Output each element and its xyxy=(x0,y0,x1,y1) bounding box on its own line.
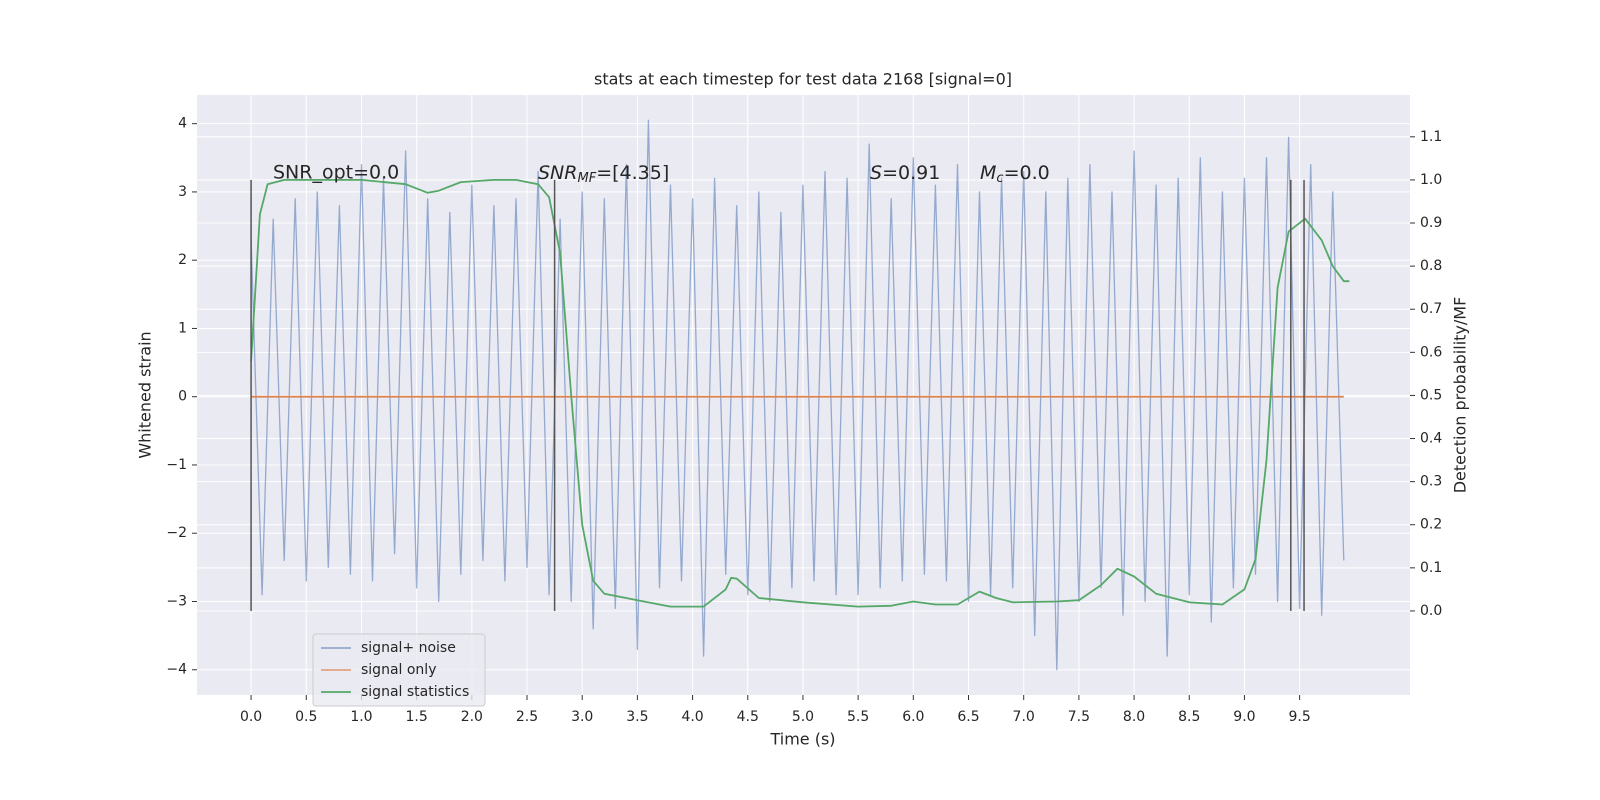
y2-tick-label: 0.2 xyxy=(1420,517,1442,533)
x-tick-label: 0.5 xyxy=(295,709,317,725)
y2-tick-label: 0.4 xyxy=(1420,431,1442,447)
y-tick-label: −3 xyxy=(166,593,187,609)
y2-tick-label: 0.6 xyxy=(1420,344,1442,360)
annotation: SNR_opt=0.0 xyxy=(273,162,399,184)
annotation: Mc=0.0 xyxy=(980,162,1050,186)
annotation-symbol: S xyxy=(870,162,882,184)
y2-tick-label: 0.8 xyxy=(1420,258,1442,274)
y2-tick-label: 0.5 xyxy=(1420,387,1442,403)
annotation: SNRMF=[4.35] xyxy=(538,162,669,186)
y-tick-label: −1 xyxy=(166,457,187,473)
x-tick-label: 4.0 xyxy=(681,709,703,725)
x-tick-label: 6.5 xyxy=(957,709,979,725)
x-tick-label: 6.0 xyxy=(902,709,924,725)
y-axis-label: Whitened strain xyxy=(136,331,155,458)
x-tick-label: 7.0 xyxy=(1013,709,1035,725)
x-tick-label: 0.0 xyxy=(240,709,262,725)
y-tick-label: −4 xyxy=(166,662,187,678)
x-tick-label: 2.5 xyxy=(516,709,538,725)
x-tick-label: 8.0 xyxy=(1123,709,1145,725)
x-tick-label: 5.0 xyxy=(792,709,814,725)
legend-label: signal only xyxy=(361,662,436,678)
annotation-symbol: M xyxy=(980,162,996,184)
y-tick-label: 3 xyxy=(178,184,187,200)
annotation-symbol: SNR xyxy=(538,162,577,184)
y2-tick-label: 1.0 xyxy=(1420,172,1442,188)
x-tick-label: 3.5 xyxy=(626,709,648,725)
legend-label: signal statistics xyxy=(361,684,469,700)
legend-label: signal+ noise xyxy=(361,640,456,656)
y-tick-label: −2 xyxy=(166,525,187,541)
y2-tick-label: 0.9 xyxy=(1420,215,1442,231)
x-tick-label: 1.0 xyxy=(350,709,372,725)
x-tick-label: 1.5 xyxy=(406,709,428,725)
annotation-value: =0.91 xyxy=(882,162,940,184)
y-tick-label: 0 xyxy=(178,389,187,405)
chart-title: stats at each timestep for test data 216… xyxy=(594,70,1012,89)
y2-tick-label: 0.0 xyxy=(1420,603,1442,619)
legend-box xyxy=(312,633,486,707)
marks xyxy=(250,119,1350,671)
annotation-value: =0.0 xyxy=(1004,162,1050,184)
annotation-subscript: c xyxy=(996,171,1003,186)
x-axis-label: Time (s) xyxy=(769,730,835,749)
annotation: S=0.91 xyxy=(870,162,940,184)
y-tick-label: 4 xyxy=(178,116,187,132)
x-tick-label: 2.0 xyxy=(461,709,483,725)
series-line xyxy=(250,179,1350,608)
x-tick-label: 5.5 xyxy=(847,709,869,725)
y2-axis-label: Detection probability/MF xyxy=(1451,297,1470,494)
x-tick-label: 8.5 xyxy=(1178,709,1200,725)
y-tick-label: 2 xyxy=(178,252,187,268)
annotation-subscript: MF xyxy=(577,171,596,186)
legend: signal+ noise signal only signal statistic… xyxy=(312,633,486,707)
x-tick-label: 9.5 xyxy=(1288,709,1310,725)
annotation-value: =[4.35] xyxy=(596,162,669,184)
y2-tick-label: 0.7 xyxy=(1420,301,1442,317)
x-tick-label: 7.5 xyxy=(1068,709,1090,725)
series-line xyxy=(250,119,1345,671)
x-tick-label: 9.0 xyxy=(1233,709,1255,725)
y2-tick-label: 0.3 xyxy=(1420,474,1442,490)
y2-tick-label: 1.1 xyxy=(1420,129,1442,145)
y2-tick-label: 0.1 xyxy=(1420,560,1442,576)
x-tick-label: 3.0 xyxy=(571,709,593,725)
x-tick-label: 4.5 xyxy=(737,709,759,725)
y-tick-label: 1 xyxy=(178,320,187,336)
